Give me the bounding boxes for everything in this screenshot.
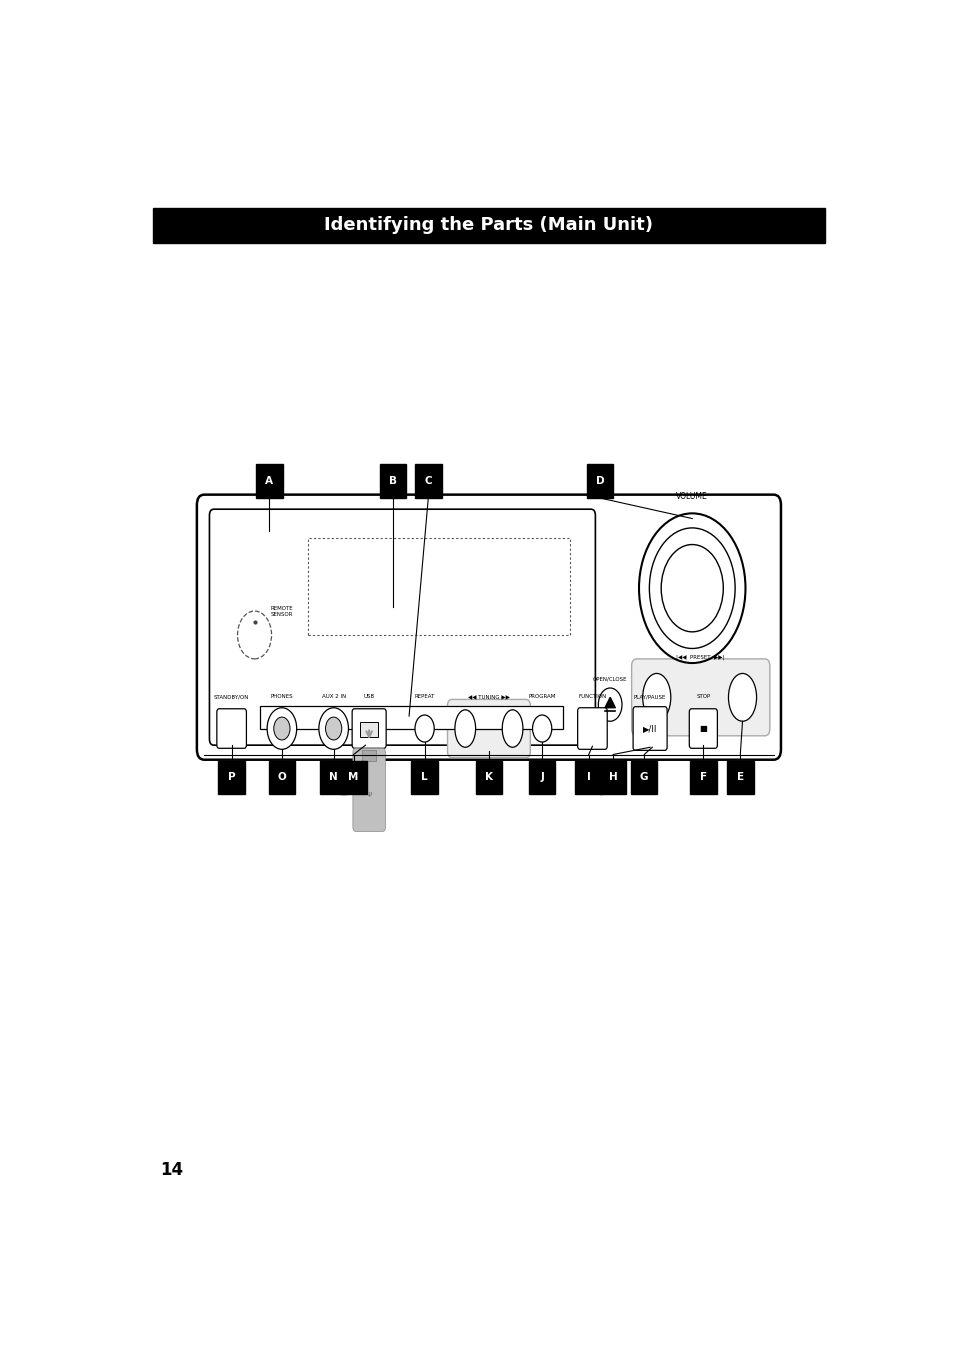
Text: FUNCTION: FUNCTION [578, 694, 606, 699]
Text: OPEN/CLOSE: OPEN/CLOSE [593, 676, 627, 682]
Text: N: N [329, 772, 337, 783]
Circle shape [649, 528, 735, 648]
Text: AUX 2 IN: AUX 2 IN [321, 694, 345, 699]
Circle shape [598, 688, 621, 721]
Bar [320, 760, 347, 794]
Bar [360, 722, 377, 737]
Text: G: G [639, 772, 648, 783]
Text: PHONES: PHONES [271, 694, 293, 699]
Text: D: D [595, 477, 603, 486]
Bar [218, 760, 245, 794]
FancyBboxPatch shape [631, 659, 769, 736]
Bar [379, 464, 406, 498]
Text: M: M [348, 772, 358, 783]
Text: B: B [389, 477, 396, 486]
Text: ■: ■ [699, 724, 706, 733]
FancyBboxPatch shape [633, 706, 666, 751]
Text: K: K [484, 772, 493, 783]
Circle shape [415, 716, 434, 742]
Text: J: J [539, 772, 543, 783]
Text: VOLUME: VOLUME [676, 491, 707, 501]
Bar [411, 760, 437, 794]
Text: F: F [700, 772, 706, 783]
Ellipse shape [501, 710, 522, 748]
Bar [476, 760, 501, 794]
Bar [575, 760, 601, 794]
Text: H: H [608, 772, 617, 783]
Text: REPEAT: REPEAT [414, 694, 435, 699]
FancyBboxPatch shape [689, 709, 717, 748]
Text: PROGRAM: PROGRAM [528, 694, 556, 699]
Text: C: C [424, 477, 432, 486]
Bar [255, 464, 282, 498]
Circle shape [274, 717, 290, 740]
Bar [726, 760, 753, 794]
Polygon shape [604, 698, 615, 707]
Text: STANDBY/ON: STANDBY/ON [213, 694, 249, 699]
Text: P: P [228, 772, 235, 783]
Text: |◀◀  PRESET  ▶▶|: |◀◀ PRESET ▶▶| [676, 655, 724, 660]
Text: I: I [586, 772, 590, 783]
Circle shape [237, 612, 272, 659]
Text: L: L [421, 772, 428, 783]
FancyBboxPatch shape [352, 709, 386, 748]
Bar [586, 464, 613, 498]
Text: REMOTE
SENSOR: REMOTE SENSOR [271, 606, 294, 617]
Text: Identifying the Parts (Main Unit): Identifying the Parts (Main Unit) [324, 216, 653, 235]
Text: E: E [736, 772, 743, 783]
Bar [362, 751, 375, 761]
Bar [259, 706, 562, 729]
Circle shape [325, 717, 341, 740]
Bar [415, 464, 441, 498]
FancyBboxPatch shape [577, 707, 606, 749]
FancyBboxPatch shape [447, 699, 530, 757]
FancyBboxPatch shape [210, 509, 595, 745]
Text: 14: 14 [160, 1161, 183, 1179]
Bar [269, 760, 294, 794]
Text: O: O [277, 772, 286, 783]
Text: PLAY/PAUSE: PLAY/PAUSE [633, 694, 665, 699]
FancyBboxPatch shape [196, 494, 781, 760]
Ellipse shape [728, 674, 756, 721]
Text: ▶/II: ▶/II [642, 724, 657, 733]
Text: A: A [265, 477, 274, 486]
Bar [599, 760, 626, 794]
FancyBboxPatch shape [353, 748, 385, 832]
Circle shape [267, 707, 296, 749]
Text: USB: USB [363, 694, 375, 699]
Text: STOP: STOP [696, 694, 710, 699]
Circle shape [318, 707, 348, 749]
FancyBboxPatch shape [216, 709, 246, 748]
Ellipse shape [642, 674, 670, 721]
Circle shape [660, 544, 722, 632]
Bar [152, 208, 824, 243]
Bar [689, 760, 716, 794]
Bar [340, 760, 367, 794]
Bar [630, 760, 657, 794]
Bar [308, 539, 570, 634]
Text: ◀◀ TUNING ▶▶: ◀◀ TUNING ▶▶ [468, 694, 509, 699]
Circle shape [532, 716, 551, 742]
Ellipse shape [455, 710, 476, 748]
Text: Ψ: Ψ [366, 792, 372, 798]
Bar [528, 760, 555, 794]
Circle shape [639, 513, 744, 663]
